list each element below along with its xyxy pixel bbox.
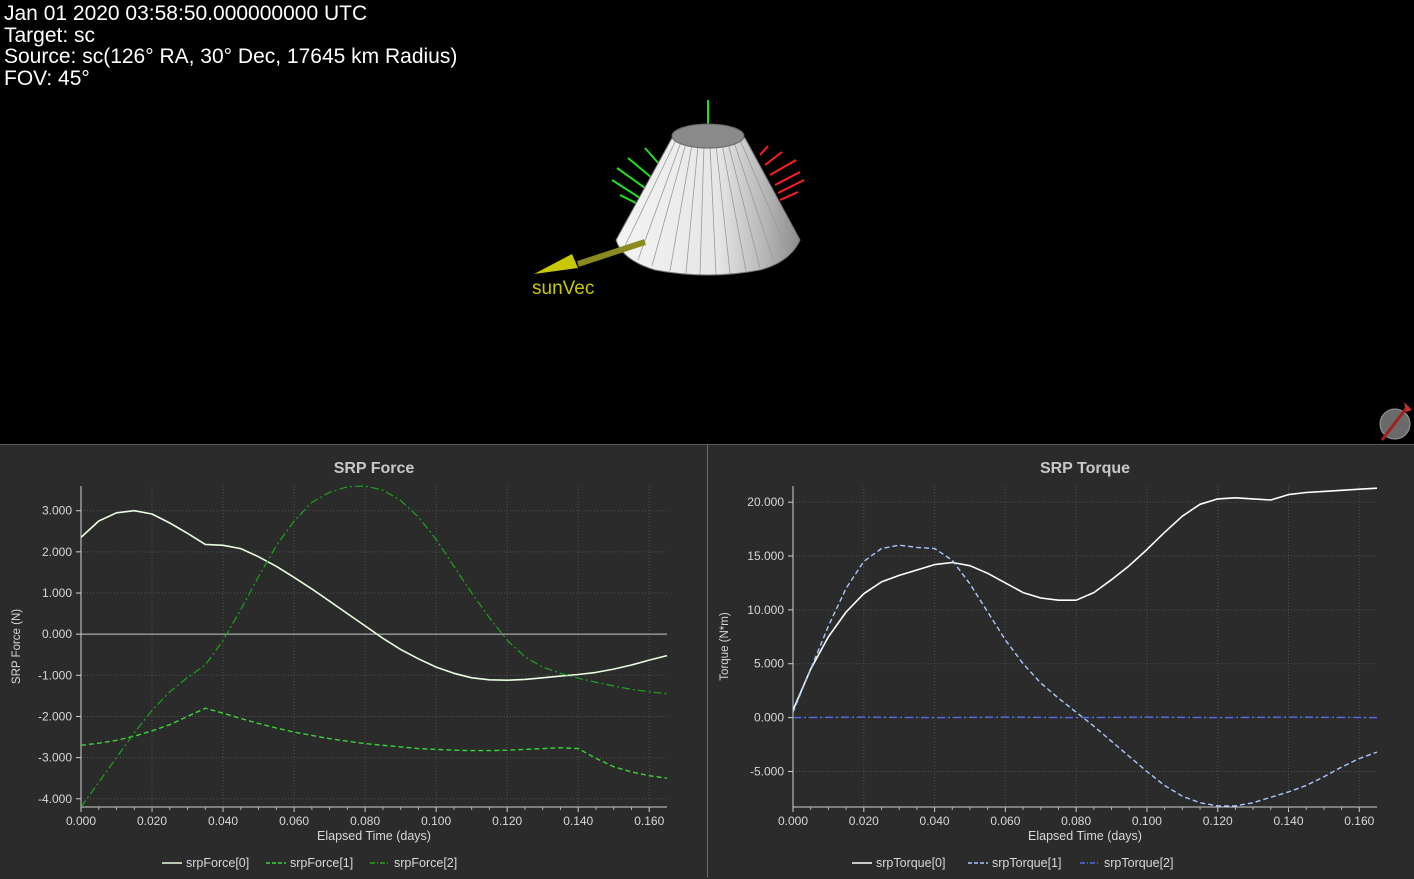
- y-tick-label: -3.000: [38, 751, 72, 765]
- x-tick-label: 0.060: [990, 814, 1020, 828]
- y-tick-label: 1.000: [42, 586, 72, 600]
- spacecraft-scene: sunVec: [532, 100, 805, 299]
- sun-vector-arrow: [534, 239, 646, 274]
- y-tick-label: 15.000: [747, 549, 784, 563]
- y-tick-label: 10.000: [747, 603, 784, 617]
- grid: [81, 486, 667, 807]
- y-tick-label: 0.000: [754, 711, 784, 725]
- x-axis-label: Elapsed Time (days): [1028, 829, 1142, 843]
- target-text: Target: sc: [4, 23, 96, 47]
- spacecraft-body: [615, 123, 801, 276]
- legend-label: srpForce[0]: [186, 856, 249, 870]
- x-tick-label: 0.060: [279, 814, 309, 828]
- chart-title: SRP Force: [334, 460, 415, 477]
- x-tick-label: 0.100: [1132, 814, 1162, 828]
- sun-vector-label: sunVec: [532, 278, 594, 299]
- x-tick-label: 0.040: [920, 814, 950, 828]
- y-tick-label: 20.000: [747, 495, 784, 509]
- y-tick-label: 0.000: [42, 627, 72, 641]
- srp-torque-panel: SRP Torque 0.000 0.020 0.040 0.060 0.080 0.100…: [708, 444, 1414, 879]
- y-tick-label: 5.000: [754, 657, 784, 671]
- y-tick-label: 3.000: [42, 504, 72, 518]
- chart-legend: srpTorque[0] srpTorque[1] srpTorque[2]: [852, 856, 1173, 870]
- y-axis-label: SRP Force (N): [11, 609, 23, 684]
- grid: [793, 486, 1377, 807]
- series-line-1: [81, 707, 668, 779]
- legend-label: srpForce[1]: [290, 856, 353, 870]
- x-tick-label: 0.140: [1273, 814, 1303, 828]
- fov-text: FOV: 45°: [4, 66, 90, 90]
- x-tick-label: 0.080: [350, 814, 380, 828]
- srp-force-panel: SRP Force 0.000 0.020 0.040 0.060 0.080 0.100 0…: [0, 444, 707, 879]
- chart-legend: srpForce[0] srpForce[1] srpForce[2]: [162, 856, 457, 870]
- x-tick-label: 0.160: [1344, 814, 1374, 828]
- series-line-1: [793, 544, 1378, 807]
- y-tick-label: -1.000: [38, 668, 72, 682]
- x-tick-label: 0.020: [849, 814, 879, 828]
- x-tick-label: 0.000: [778, 814, 808, 828]
- y-axis-label: Torque (N*m): [719, 612, 731, 681]
- x-tick-label: 0.020: [137, 814, 167, 828]
- legend-label: srpForce[2]: [394, 856, 457, 870]
- legend-label: srpTorque[1]: [992, 856, 1061, 870]
- srp-torque-chart: SRP Torque 0.000 0.020 0.040 0.060 0.080 0.100…: [719, 460, 1378, 870]
- series-line-2: [793, 716, 1378, 719]
- x-tick-label: 0.080: [1061, 814, 1091, 828]
- x-axis-label: Elapsed Time (days): [317, 829, 431, 843]
- series-line-0: [81, 509, 668, 681]
- x-tick-label: 0.140: [563, 814, 593, 828]
- x-tick-label: 0.100: [421, 814, 451, 828]
- view-info-overlay: Jan 01 2020 03:58:50.000000000 UTC Targe…: [4, 3, 457, 89]
- legend-label: srpTorque[2]: [1104, 856, 1173, 870]
- series-line-0: [793, 487, 1378, 711]
- x-tick-label: 0.120: [492, 814, 522, 828]
- x-tick-label: 0.160: [634, 814, 664, 828]
- x-tick-label: 0.000: [66, 814, 96, 828]
- y-tick-label: 2.000: [42, 545, 72, 559]
- y-tick-label: -5.000: [750, 764, 784, 778]
- panel-divider[interactable]: [707, 444, 708, 878]
- series-line-2: [81, 485, 668, 807]
- legend-label: srpTorque[0]: [876, 856, 945, 870]
- 3d-view[interactable]: Jan 01 2020 03:58:50.000000000 UTC Targe…: [0, 0, 1414, 444]
- x-axis-markers: [759, 145, 805, 201]
- source-text: Source: sc(126° RA, 30° Dec, 17645 km Ra…: [4, 45, 458, 68]
- epoch-text: Jan 01 2020 03:58:50.000000000 UTC: [4, 2, 368, 25]
- compass-icon[interactable]: [1376, 400, 1414, 444]
- srp-force-chart: SRP Force 0.000 0.020 0.040 0.060 0.080 0.100 0…: [11, 460, 668, 870]
- chart-title: SRP Torque: [1040, 460, 1130, 477]
- x-tick-label: 0.120: [1203, 814, 1233, 828]
- y-tick-label: -4.000: [38, 792, 72, 806]
- y-tick-label: -2.000: [38, 709, 72, 723]
- x-tick-label: 0.040: [208, 814, 238, 828]
